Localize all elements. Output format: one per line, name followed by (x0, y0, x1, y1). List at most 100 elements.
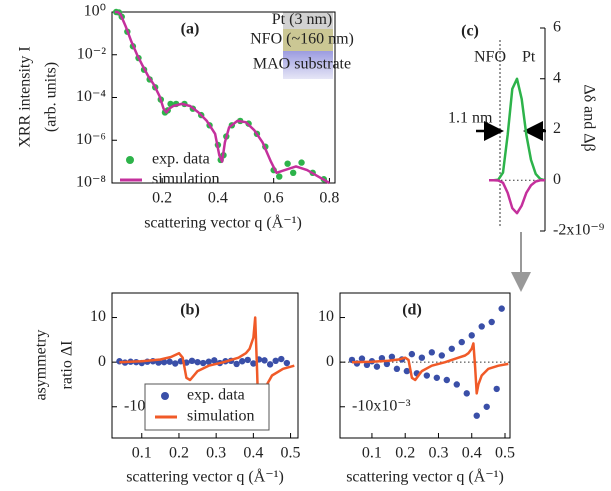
y-tick-label: 2 (553, 120, 561, 137)
data-point (388, 353, 396, 360)
y-tick-label: 0 (98, 353, 106, 370)
x-tick-label: 0.4 (208, 190, 228, 207)
data-point (298, 159, 305, 166)
data-point (276, 173, 283, 180)
data-point (428, 349, 436, 356)
y-axis-label: ratio ΔI (59, 341, 76, 390)
y-tick-label: 10⁻² (77, 45, 106, 62)
x-tick-label: 0.3 (428, 445, 448, 462)
x-tick-label: 0.2 (395, 445, 415, 462)
annotation: Pt (522, 49, 536, 66)
data-point (483, 403, 490, 410)
data-point (438, 352, 446, 359)
data-point (408, 350, 416, 358)
x-tick-label: 0.1 (362, 445, 382, 462)
data-point (261, 357, 268, 364)
y-tick-label: 10⁰ (84, 3, 106, 20)
data-point (188, 357, 196, 365)
y-tick-label: 10⁻⁸ (76, 174, 106, 191)
legend-label: exp. data (152, 151, 210, 168)
layer-label: NFO (~160 nm) (250, 31, 354, 48)
data-point (160, 358, 168, 366)
data-point (468, 332, 475, 339)
data-point (266, 361, 274, 368)
data-point (250, 360, 257, 367)
y-tick-label: 4 (553, 69, 561, 86)
data-point (289, 169, 297, 177)
data-point (211, 357, 218, 364)
layer-box (283, 51, 333, 79)
data-point (443, 376, 450, 384)
y-axis-label: asymmetry (33, 329, 50, 400)
data-point (463, 390, 470, 397)
data-point (433, 374, 441, 381)
data-point (498, 305, 505, 312)
data-point (278, 355, 285, 363)
y-tick-label: -10x10⁻³ (352, 397, 411, 414)
legend-symbol (161, 392, 169, 400)
x-axis-label: scattering vector q (Å⁻¹) (144, 214, 302, 232)
x-tick-label: 0.8 (319, 190, 339, 207)
data-point (378, 354, 386, 362)
x-tick-label: 0.6 (264, 190, 284, 207)
data-point (393, 365, 401, 373)
legend-label: simulation (152, 171, 220, 188)
y-tick-label: 10 (318, 308, 334, 325)
legend-label: exp. data (187, 387, 245, 404)
data-point (166, 358, 173, 365)
data-point (473, 412, 480, 419)
legend-label: simulation (187, 408, 255, 425)
y-tick-label: 6 (553, 19, 561, 36)
x-tick-label: 0.4 (462, 445, 482, 462)
layer-label: Pt (3 nm) (272, 11, 332, 28)
y-tick-label: 10⁻⁴ (76, 88, 106, 105)
annotation: 1.1 nm (448, 110, 493, 127)
x-axis-label: scattering vector q (Å⁻¹) (126, 468, 284, 486)
y-tick-label: 10 (90, 308, 106, 325)
plot-frame (339, 292, 511, 439)
data-point (205, 358, 212, 365)
data-point (458, 338, 465, 346)
data-point (199, 359, 207, 367)
annotation: NFO (474, 49, 506, 66)
y-tick-label: 0 (553, 171, 561, 188)
data-point (448, 345, 455, 352)
data-point (488, 318, 495, 326)
data-line (489, 179, 545, 215)
data-line (351, 342, 509, 395)
legend-symbol (126, 156, 134, 164)
y-axis-label: (arb. units) (43, 62, 60, 132)
data-line (114, 10, 331, 185)
panel-label: (b) (180, 302, 200, 319)
plot-frame (111, 292, 299, 439)
layer-box (283, 29, 333, 51)
data-point (453, 381, 460, 388)
y-tick-label: 0 (326, 353, 334, 370)
data-point (358, 355, 366, 362)
legend-box (144, 383, 270, 431)
data-point (363, 361, 371, 369)
data-point (418, 354, 426, 361)
x-tick-label: 0.2 (169, 445, 189, 462)
data-point (283, 359, 291, 367)
data-point (172, 360, 179, 367)
x-tick-label: 0.1 (132, 445, 152, 462)
data-point (233, 360, 240, 368)
y-tick-label: 10⁻⁶ (76, 131, 106, 148)
data-point (272, 357, 279, 365)
data-point (284, 160, 291, 167)
data-point (423, 372, 431, 379)
data-point (244, 356, 251, 364)
data-point (383, 360, 391, 368)
x-tick-label: 0.3 (206, 445, 226, 462)
x-tick-label: 0.5 (281, 445, 301, 462)
data-point (194, 358, 201, 366)
x-tick-label: 0.5 (495, 445, 515, 462)
data-point (478, 323, 485, 330)
y-tick-label: -2x10⁻⁹ (553, 222, 605, 239)
y-axis-label: XRR intensity I (17, 46, 34, 147)
y-axis-label: Δδ and Δβ (580, 84, 597, 151)
layer-box (283, 12, 333, 29)
panel-label: (a) (181, 21, 200, 38)
